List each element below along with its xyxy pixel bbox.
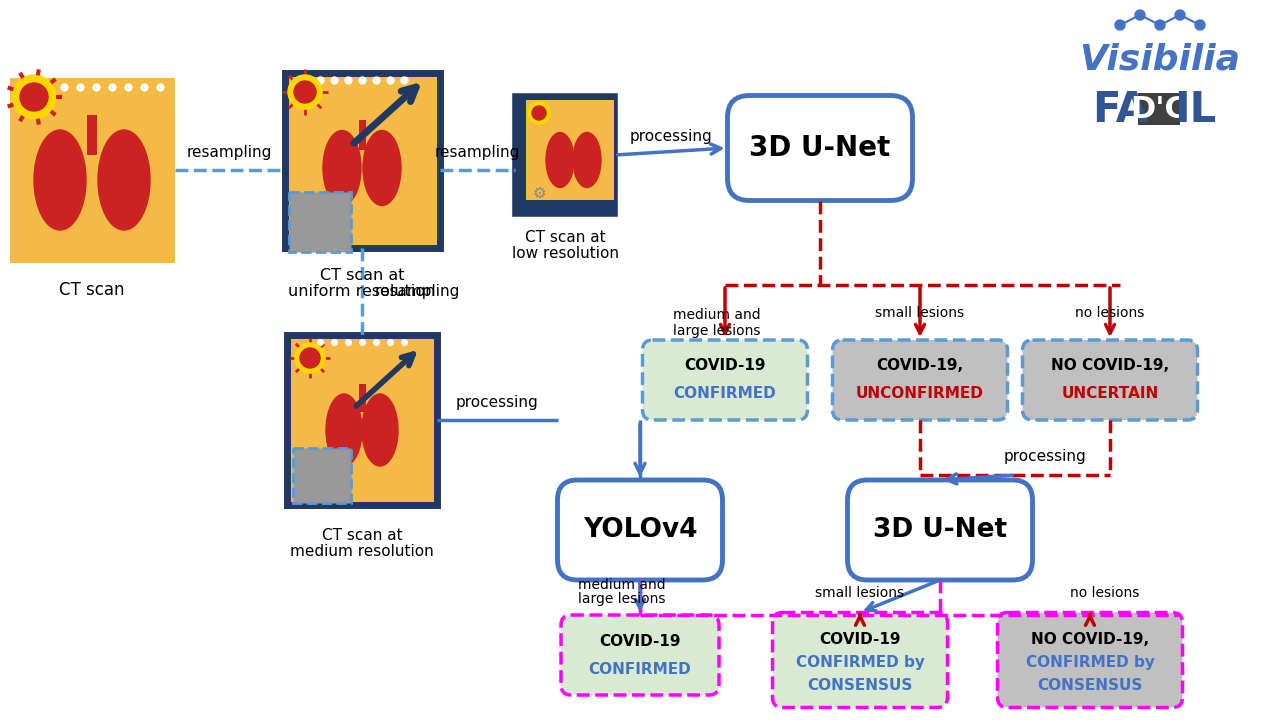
Ellipse shape	[573, 132, 602, 187]
Circle shape	[294, 343, 325, 373]
Text: CONFIRMED by: CONFIRMED by	[1025, 655, 1155, 670]
Text: 3D U-Net: 3D U-Net	[749, 134, 891, 162]
Text: small lesions: small lesions	[815, 586, 905, 600]
Ellipse shape	[99, 130, 150, 230]
Text: 3D U-Net: 3D U-Net	[873, 517, 1007, 543]
Text: CT scan at: CT scan at	[525, 230, 605, 245]
Text: resampling: resampling	[187, 145, 273, 160]
Circle shape	[1155, 20, 1165, 30]
Text: ⚙: ⚙	[532, 186, 545, 200]
Text: COVID-19,: COVID-19,	[877, 359, 964, 374]
Text: medium and: medium and	[579, 578, 666, 592]
Text: UNCONFIRMED: UNCONFIRMED	[856, 387, 984, 402]
Text: processing: processing	[1004, 449, 1087, 464]
FancyBboxPatch shape	[1138, 93, 1180, 125]
Circle shape	[529, 102, 550, 124]
FancyBboxPatch shape	[727, 96, 913, 200]
Ellipse shape	[323, 130, 361, 205]
Text: no lesions: no lesions	[1070, 586, 1139, 600]
Text: CT scan at: CT scan at	[321, 528, 402, 542]
Text: medium resolution: medium resolution	[291, 544, 434, 559]
FancyBboxPatch shape	[9, 78, 174, 263]
FancyBboxPatch shape	[515, 96, 614, 214]
FancyBboxPatch shape	[997, 613, 1183, 708]
Circle shape	[20, 83, 49, 111]
Circle shape	[1135, 10, 1146, 20]
Circle shape	[1175, 10, 1185, 20]
Text: Visibilia: Visibilia	[1079, 43, 1240, 77]
Text: no lesions: no lesions	[1075, 306, 1144, 320]
Text: CONFIRMED: CONFIRMED	[673, 387, 777, 402]
Text: NO COVID-19,: NO COVID-19,	[1030, 632, 1149, 647]
Circle shape	[300, 348, 320, 368]
FancyBboxPatch shape	[284, 73, 439, 248]
FancyBboxPatch shape	[561, 615, 719, 695]
FancyBboxPatch shape	[847, 480, 1033, 580]
Circle shape	[1196, 20, 1204, 30]
FancyBboxPatch shape	[526, 100, 614, 200]
FancyBboxPatch shape	[643, 340, 808, 420]
Text: CT scan at: CT scan at	[320, 268, 404, 282]
Text: COVID-19: COVID-19	[599, 634, 681, 649]
FancyBboxPatch shape	[558, 480, 722, 580]
Text: small lesions: small lesions	[876, 306, 965, 320]
FancyBboxPatch shape	[358, 384, 366, 412]
Text: CT scan: CT scan	[59, 281, 124, 299]
Text: processing: processing	[456, 395, 539, 410]
Text: YOLOv4: YOLOv4	[582, 517, 698, 543]
Text: large lesions: large lesions	[579, 592, 666, 606]
Text: CONFIRMED: CONFIRMED	[589, 662, 691, 677]
Text: CONSENSUS: CONSENSUS	[1037, 678, 1143, 693]
Text: CONSENSUS: CONSENSUS	[808, 678, 913, 693]
FancyBboxPatch shape	[773, 613, 947, 708]
Text: medium and: medium and	[673, 308, 760, 322]
Text: uniform resolution: uniform resolution	[288, 284, 435, 300]
Text: resampling: resampling	[374, 284, 460, 299]
Circle shape	[12, 75, 56, 119]
Text: low resolution: low resolution	[512, 246, 618, 261]
Circle shape	[288, 75, 323, 109]
Text: IL: IL	[1174, 89, 1216, 131]
Circle shape	[294, 81, 316, 103]
FancyBboxPatch shape	[832, 340, 1007, 420]
Ellipse shape	[547, 132, 573, 187]
Ellipse shape	[364, 130, 401, 205]
Text: processing: processing	[630, 130, 713, 145]
Text: large lesions: large lesions	[673, 324, 760, 338]
FancyBboxPatch shape	[293, 448, 351, 503]
Text: COVID-19: COVID-19	[685, 359, 765, 374]
Circle shape	[532, 106, 547, 120]
Text: CONFIRMED by: CONFIRMED by	[796, 655, 924, 670]
FancyBboxPatch shape	[358, 120, 366, 150]
Ellipse shape	[35, 130, 86, 230]
Text: NO COVID-19,: NO COVID-19,	[1051, 359, 1169, 374]
FancyBboxPatch shape	[87, 115, 97, 155]
FancyBboxPatch shape	[289, 192, 351, 252]
Ellipse shape	[362, 394, 398, 466]
FancyBboxPatch shape	[1023, 340, 1198, 420]
FancyBboxPatch shape	[287, 335, 436, 505]
Text: D'C: D'C	[1130, 94, 1188, 124]
Text: resampling: resampling	[435, 145, 520, 160]
Ellipse shape	[326, 394, 362, 466]
Circle shape	[1115, 20, 1125, 30]
Text: COVID-19: COVID-19	[819, 632, 901, 647]
Text: UNCERTAIN: UNCERTAIN	[1061, 387, 1158, 402]
Text: FA: FA	[1092, 89, 1148, 131]
